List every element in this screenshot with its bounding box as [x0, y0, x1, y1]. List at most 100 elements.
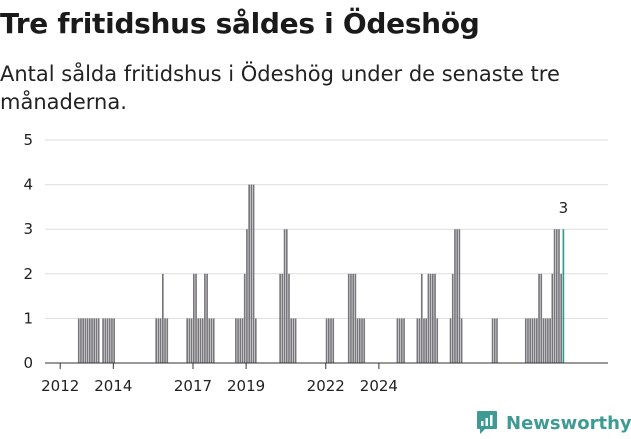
- bar: [347, 273, 350, 363]
- bar: [533, 318, 536, 363]
- bar: [106, 318, 109, 363]
- bar: [420, 273, 423, 363]
- bar: [190, 318, 193, 363]
- bar: [354, 273, 357, 363]
- bar: [458, 229, 461, 363]
- bar: [241, 318, 244, 363]
- bar: [250, 184, 253, 363]
- x-tick-label: 2014: [94, 377, 132, 395]
- brand-footer[interactable]: Newsworthy: [476, 408, 631, 438]
- highlight-bar: [562, 229, 565, 363]
- bar: [91, 318, 93, 363]
- bar: [188, 318, 191, 363]
- bar: [560, 273, 563, 363]
- x-tick-label: 2017: [174, 377, 212, 395]
- bar: [401, 318, 403, 363]
- gridlines: [45, 139, 608, 319]
- bar: [285, 229, 288, 363]
- bar: [423, 318, 425, 363]
- bar: [235, 318, 237, 363]
- bar: [527, 318, 529, 363]
- bar: [524, 318, 527, 363]
- bar: [418, 318, 421, 363]
- x-tick-label: 2012: [41, 377, 79, 395]
- bar: [327, 318, 330, 363]
- y-tick-label: 4: [23, 176, 33, 194]
- bar: [350, 273, 352, 363]
- bar: [82, 318, 84, 363]
- bar: [493, 318, 496, 363]
- bar: [491, 318, 494, 363]
- bar: [102, 318, 104, 363]
- bar: [436, 318, 439, 363]
- bar: [279, 273, 281, 363]
- bar: [429, 273, 432, 363]
- bar: [358, 318, 361, 363]
- bar: [239, 318, 242, 363]
- y-tick-label: 2: [23, 265, 33, 283]
- bar: [427, 273, 430, 363]
- newsworthy-chart-logo-icon: [477, 411, 497, 434]
- bar: [201, 318, 204, 363]
- bar: [356, 318, 359, 363]
- bar: [111, 318, 113, 363]
- bar: [246, 229, 248, 363]
- bar: [95, 318, 98, 363]
- bar: [416, 318, 419, 363]
- bar: [108, 318, 111, 363]
- bar: [281, 273, 284, 363]
- bar: [86, 318, 89, 363]
- bar: [199, 318, 202, 363]
- bar: [162, 273, 164, 363]
- bar: [549, 318, 551, 363]
- x-tick-label: 2019: [227, 377, 265, 395]
- bar: [460, 318, 463, 363]
- bar: [166, 318, 169, 363]
- bar: [531, 318, 534, 363]
- bar: [80, 318, 82, 363]
- bar: [558, 229, 560, 363]
- bar: [288, 273, 290, 363]
- bar: [97, 318, 100, 363]
- bar: [536, 318, 538, 363]
- brand-name: Newsworthy: [506, 412, 631, 434]
- bar: [206, 273, 208, 363]
- bar: [456, 229, 458, 363]
- bar: [93, 318, 96, 363]
- bar: [252, 184, 255, 363]
- bar: [292, 318, 295, 363]
- bar: [159, 318, 162, 363]
- bars: [77, 184, 565, 363]
- bar: [434, 273, 436, 363]
- bar: [192, 273, 195, 363]
- bar: [283, 229, 286, 363]
- bar: [547, 318, 549, 363]
- bar: [396, 318, 399, 363]
- bar: [538, 273, 540, 363]
- bar: [451, 273, 454, 363]
- bar: [542, 318, 545, 363]
- chart-subtitle: Antal sålda fritidshus i Ödeshög under d…: [0, 62, 560, 114]
- bar: [104, 318, 107, 363]
- y-tick-label: 5: [23, 131, 33, 149]
- bar: [88, 318, 91, 363]
- bar: [248, 184, 250, 363]
- bar: [294, 318, 297, 363]
- bar-chart: 0 1 2 3 4 5 2012 2014 2017 2019 2022 2024 3: [23, 131, 608, 395]
- bar: [496, 318, 498, 363]
- bar: [529, 318, 532, 363]
- bar: [155, 318, 158, 363]
- bar: [449, 318, 452, 363]
- bar: [84, 318, 87, 363]
- bar: [204, 273, 206, 363]
- bar: [454, 229, 456, 363]
- bar: [432, 273, 434, 363]
- bar: [212, 318, 215, 363]
- bar: [398, 318, 401, 363]
- bar: [186, 318, 189, 363]
- y-tick-label: 3: [23, 220, 33, 238]
- y-tick-label: 0: [23, 354, 33, 372]
- bar: [243, 273, 246, 363]
- bar: [363, 318, 366, 363]
- bar: [210, 318, 213, 363]
